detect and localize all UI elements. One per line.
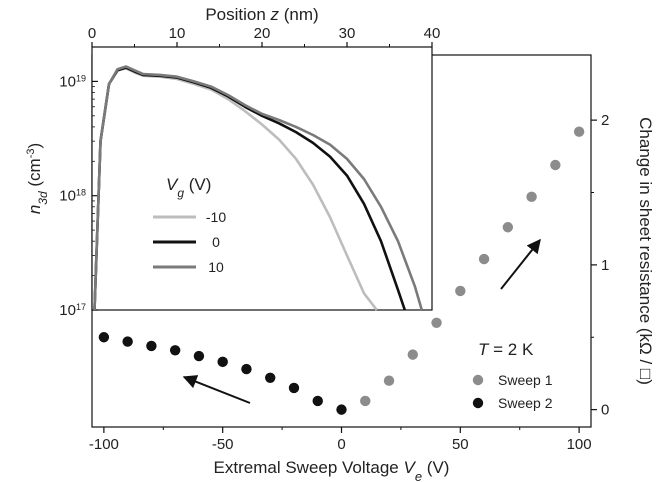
inset-y-axis-label-close: ) — [25, 143, 44, 149]
main-x-axis-label-var: V — [403, 458, 416, 477]
sweep-2-point — [193, 350, 205, 362]
sweep-2-point — [241, 363, 252, 375]
inset-y-tick-exp: 17 — [76, 302, 86, 312]
main-y-tick-label: 0 — [601, 402, 609, 419]
main-y-tick-label: 1 — [601, 257, 609, 274]
main-y-tick-label: 2 — [601, 112, 609, 129]
inset-y-tick-base: 10 — [59, 73, 76, 90]
main-x-tick-label: -50 — [212, 436, 234, 453]
inset-legend-label: 10 — [208, 259, 224, 275]
main-x-axis-label-sub: e — [415, 469, 422, 482]
inset-x-tick-label: 40 — [424, 25, 441, 42]
main-y-axis-label: Change in sheet resistance (kΩ / □) — [636, 117, 655, 385]
inset-y-tick-label: 1018 — [59, 188, 86, 205]
main-legend-label: Sweep 2 — [498, 395, 553, 411]
sweep-1-point — [573, 126, 585, 137]
sweep-1-point — [431, 317, 442, 328]
main-legend-marker — [472, 374, 484, 386]
sweep-1-point — [502, 222, 514, 233]
sweep-1-point — [550, 159, 561, 171]
sweep-1-point — [526, 191, 537, 203]
main-x-axis-label-unit: (V) — [422, 458, 449, 477]
inset-y-tick-label: 1019 — [59, 73, 86, 90]
inset-y-tick-exp: 19 — [76, 73, 86, 83]
inset-x-tick-label: 20 — [254, 25, 271, 42]
inset-y-tick-base: 10 — [59, 302, 76, 319]
main-legend-title: T = 2 K — [478, 340, 534, 359]
inset-y-axis-label: n3d (cm-3) — [25, 143, 50, 214]
inset-x-tick-label: 30 — [339, 25, 356, 42]
sweep-2-point — [288, 382, 300, 394]
inset-legend-title: Vg (V) — [166, 175, 211, 200]
sweep-1-point — [455, 285, 466, 297]
sweep-2-point — [169, 345, 181, 356]
sweep-2-point — [122, 336, 133, 347]
inset-x-tick-label: 0 — [88, 25, 96, 42]
inset-x-tick-label: 10 — [169, 25, 186, 42]
inset-legend-title-unit: (V) — [184, 175, 211, 194]
sweep-2-point — [336, 404, 347, 415]
sweep-2-direction-arrow — [182, 375, 251, 404]
main-legend-title-value: = 2 K — [488, 340, 534, 359]
sweep-1-point — [407, 349, 418, 360]
sweep-1-point — [478, 253, 490, 265]
inset-y-axis-label-exp: -3 — [25, 149, 37, 159]
inset-y-axis-label-var: n — [25, 205, 44, 214]
inset-legend-label: 0 — [212, 234, 220, 250]
sweep-2-point — [146, 340, 157, 352]
inset-plot-frame — [91, 46, 433, 311]
sweep-2-point — [98, 332, 110, 343]
inset-x-axis-label-text: Position — [205, 5, 270, 24]
inset-y-tick-base: 10 — [59, 188, 76, 205]
inset-legend-title-sub: g — [177, 186, 184, 200]
inset-x-axis-label-unit: (nm) — [279, 5, 319, 24]
main-x-axis-label-text: Extremal Sweep Voltage — [214, 458, 404, 477]
inset-y-axis-label-unit: (cm — [25, 158, 44, 191]
main-x-axis-label: Extremal Sweep Voltage Ve (V) — [214, 458, 450, 482]
main-legend-marker — [472, 397, 484, 409]
main-x-tick-label: 50 — [452, 436, 469, 453]
inset-legend-label: -10 — [206, 209, 226, 225]
sweep-2-point — [217, 356, 228, 368]
main-x-tick-label: 100 — [567, 436, 592, 453]
sweep-1-direction-arrow — [500, 238, 541, 290]
inset-y-tick-exp: 18 — [76, 188, 86, 198]
main-x-tick-label: 0 — [337, 436, 345, 453]
sweep-1-point — [383, 375, 395, 386]
sweep-2-point — [265, 372, 276, 383]
main-x-tick-label: -100 — [89, 436, 119, 453]
sweep-1-point — [360, 395, 371, 407]
main-legend-label: Sweep 1 — [498, 372, 553, 388]
inset-y-tick-label: 1017 — [59, 302, 86, 319]
inset-legend-title-var: V — [166, 175, 179, 194]
main-legend-title-var: T — [478, 340, 490, 359]
inset-y-axis-label-sub: 3d — [36, 191, 50, 205]
inset-series-2-line — [93, 65, 424, 311]
inset-x-axis-label-var: z — [270, 5, 280, 24]
inset-x-axis-label: Position z (nm) — [205, 5, 318, 24]
sweep-2-point — [312, 395, 323, 407]
